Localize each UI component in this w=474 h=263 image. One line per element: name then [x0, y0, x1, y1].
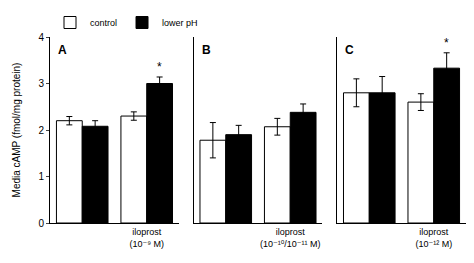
svg-text:2: 2	[38, 125, 44, 136]
svg-text:control: control	[90, 18, 117, 28]
svg-text:*: *	[444, 36, 449, 50]
svg-text:Media cAMP (fmol/mg protein): Media cAMP (fmol/mg protein)	[11, 63, 22, 198]
svg-text:lower pH: lower pH	[162, 18, 198, 28]
svg-text:iloprost(10⁻⁹ M): iloprost(10⁻⁹ M)	[129, 227, 164, 249]
svg-text:iloprost(10⁻¹⁰/10⁻¹¹ M): iloprost(10⁻¹⁰/10⁻¹¹ M)	[260, 227, 321, 249]
svg-text:iloprost(10⁻¹² M): iloprost(10⁻¹² M)	[415, 227, 452, 249]
svg-text:3: 3	[38, 78, 44, 89]
svg-text:B: B	[202, 43, 211, 57]
svg-text:0: 0	[38, 218, 44, 229]
svg-text:*: *	[157, 60, 162, 74]
svg-text:A: A	[58, 43, 67, 57]
svg-text:C: C	[345, 43, 354, 57]
svg-text:4: 4	[38, 32, 44, 43]
svg-text:1: 1	[38, 171, 44, 182]
